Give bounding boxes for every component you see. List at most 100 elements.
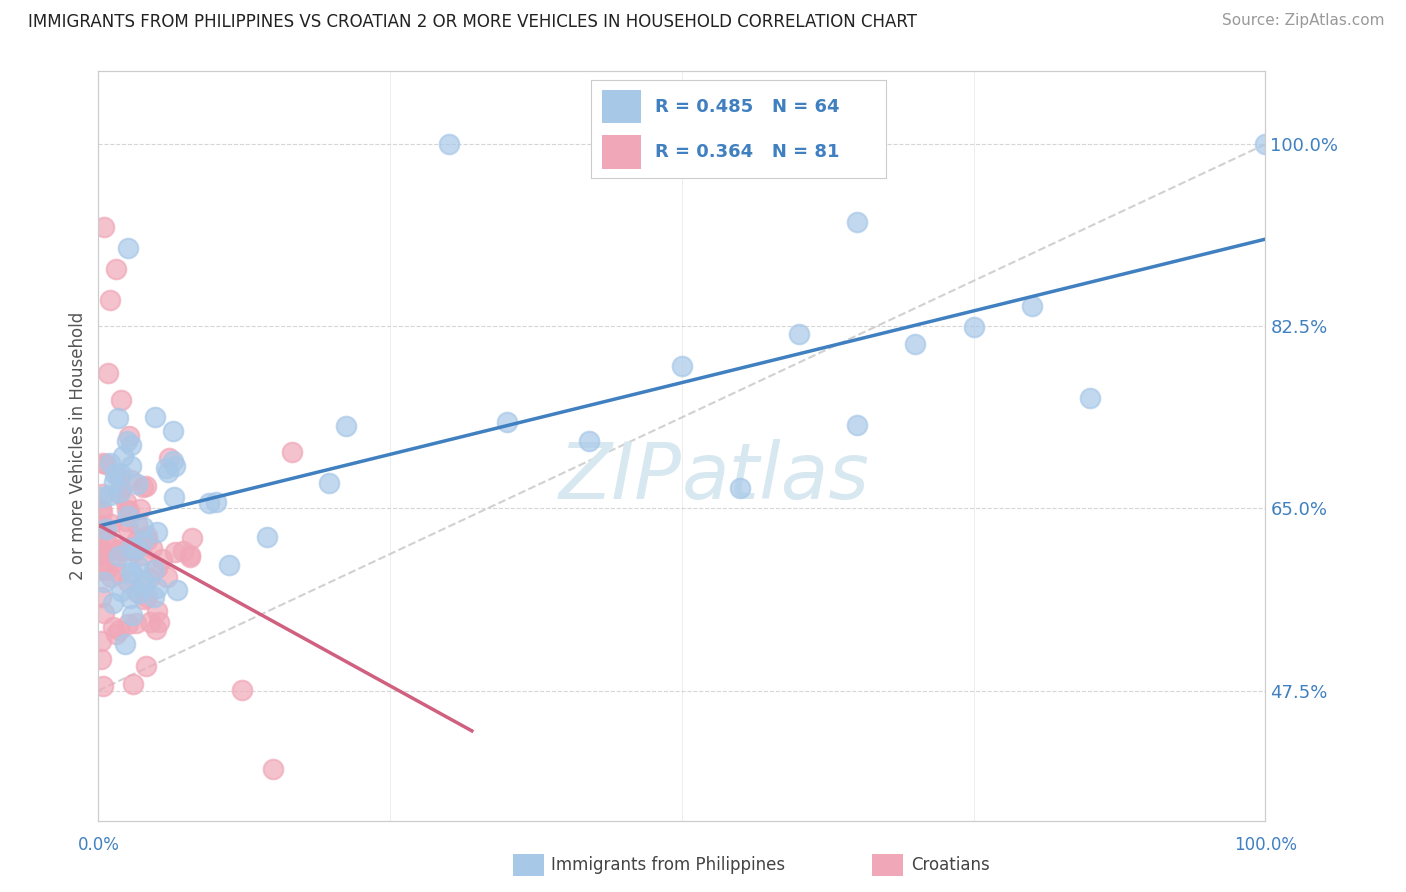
Point	[90, 590, 112, 604]
Point	[120, 566, 142, 581]
Point	[115, 495, 138, 509]
Point	[128, 586, 150, 600]
Point	[98, 539, 121, 553]
Point	[89, 518, 111, 533]
Point	[103, 596, 125, 610]
Point	[107, 566, 129, 580]
Point	[90, 487, 112, 501]
Point	[94, 545, 117, 559]
Point	[134, 591, 156, 606]
Point	[107, 486, 129, 500]
Point	[110, 584, 132, 599]
Point	[104, 467, 127, 482]
Point	[120, 541, 142, 556]
Text: IMMIGRANTS FROM PHILIPPINES VS CROATIAN 2 OR MORE VEHICLES IN HOUSEHOLD CORRELAT: IMMIGRANTS FROM PHILIPPINES VS CROATIAN …	[28, 13, 917, 31]
Point	[145, 622, 167, 636]
Point	[262, 762, 284, 776]
Point	[163, 544, 186, 558]
Point	[111, 449, 134, 463]
Point	[89, 541, 111, 556]
Text: 0.0%: 0.0%	[77, 837, 120, 855]
Point	[156, 465, 179, 479]
Point	[107, 470, 129, 484]
Point	[730, 481, 752, 495]
Point	[962, 320, 984, 334]
Point	[107, 549, 129, 563]
Point	[110, 483, 132, 497]
Point	[256, 530, 278, 544]
Text: R = 0.485   N = 64: R = 0.485 N = 64	[655, 98, 839, 116]
Point	[129, 579, 152, 593]
Point	[104, 554, 127, 568]
Point	[90, 651, 112, 665]
Point	[136, 529, 159, 543]
Point	[172, 544, 194, 558]
Text: atlas: atlas	[682, 439, 870, 516]
Point	[162, 424, 184, 438]
Point	[131, 480, 153, 494]
Point	[157, 451, 180, 466]
Point	[108, 623, 131, 637]
Point	[93, 220, 115, 235]
Point	[125, 517, 148, 532]
Point	[120, 438, 142, 452]
Point	[114, 637, 136, 651]
Point	[904, 337, 927, 351]
Point	[124, 615, 146, 630]
Point	[148, 615, 170, 629]
Point	[96, 457, 118, 471]
Point	[218, 558, 240, 572]
Y-axis label: 2 or more Vehicles in Household: 2 or more Vehicles in Household	[69, 312, 87, 580]
Point	[846, 418, 869, 433]
Point	[89, 548, 111, 562]
Point	[94, 522, 117, 536]
Point	[131, 519, 153, 533]
Point	[107, 411, 129, 425]
Point	[98, 293, 121, 308]
Point	[125, 541, 148, 555]
Point	[93, 606, 115, 620]
Point	[100, 517, 122, 532]
Point	[136, 590, 159, 604]
Point	[110, 485, 132, 500]
Point	[1021, 299, 1043, 313]
Point	[93, 532, 115, 546]
Point	[115, 543, 138, 558]
Point	[90, 505, 112, 519]
Point	[98, 488, 121, 502]
Point	[114, 514, 136, 528]
Bar	[602, 136, 641, 169]
Point	[496, 415, 519, 429]
Point	[162, 454, 184, 468]
Point	[120, 473, 142, 487]
Point	[138, 570, 160, 584]
Point	[146, 604, 169, 618]
Point	[117, 574, 139, 589]
Point	[281, 445, 304, 459]
Point	[118, 504, 141, 518]
Point	[120, 459, 142, 474]
Point	[152, 552, 174, 566]
Point	[91, 491, 114, 505]
Point	[335, 419, 357, 434]
Point	[135, 479, 157, 493]
Point	[122, 677, 145, 691]
Point	[129, 501, 152, 516]
Point	[162, 490, 184, 504]
Point	[318, 475, 340, 490]
Point	[205, 495, 228, 509]
Point	[1254, 137, 1277, 152]
Point	[122, 543, 145, 558]
Point	[139, 615, 162, 629]
Point	[179, 549, 201, 564]
Point	[107, 542, 129, 557]
Point	[179, 548, 201, 562]
Point	[131, 549, 153, 563]
Point	[90, 500, 112, 515]
Text: R = 0.364   N = 81: R = 0.364 N = 81	[655, 143, 839, 161]
Point	[89, 563, 111, 577]
Point	[198, 496, 221, 510]
Point	[98, 456, 121, 470]
Point	[104, 262, 127, 277]
Point	[90, 633, 112, 648]
